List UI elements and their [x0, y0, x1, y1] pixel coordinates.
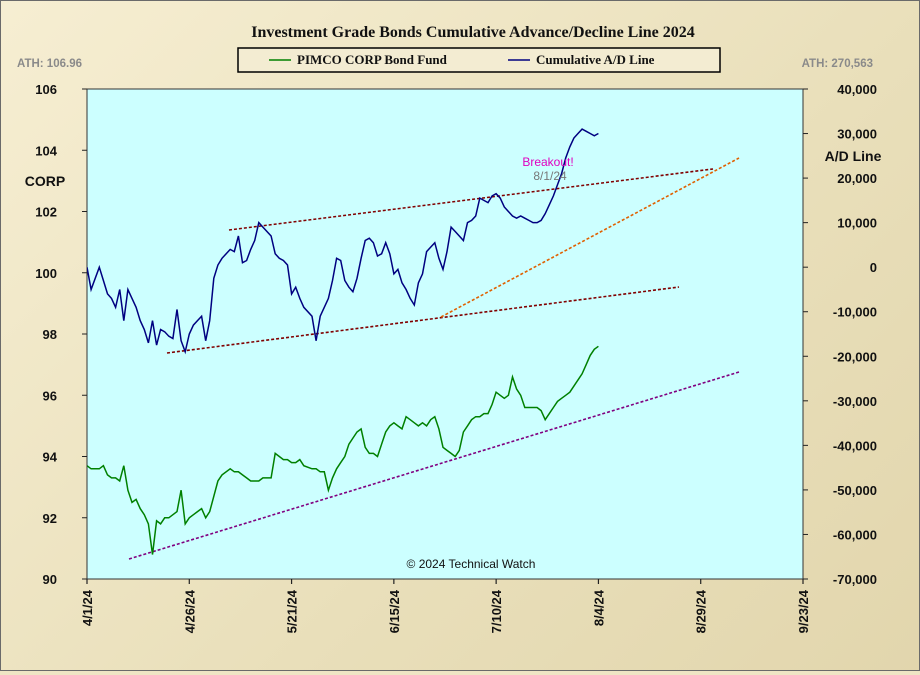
right-axis-tick-label: -10,000	[833, 305, 877, 320]
copyright: © 2024 Technical Watch	[407, 557, 536, 571]
right-axis-tick-label: 0	[870, 260, 877, 275]
left-axis-tick-label: 92	[43, 511, 57, 526]
x-axis-tick-label: 9/23/24	[796, 589, 811, 633]
x-axis-tick-label: 6/15/24	[387, 589, 402, 633]
legend: PIMCO CORP Bond Fund Cumulative A/D Line	[237, 47, 721, 73]
x-axis-tick-label: 8/29/24	[694, 589, 709, 633]
right-axis-tick-label: 10,000	[837, 216, 877, 231]
ath-right-label: ATH: 270,563	[802, 58, 873, 70]
series-line-cumulative-ad	[87, 128, 599, 355]
legend-label-ad: Cumulative A/D Line	[536, 52, 655, 67]
right-axis: -70,000 -60,000 -50,000 -40,000 -30,000 -20,0…	[803, 82, 877, 587]
right-axis-tick-label: -70,000	[833, 572, 877, 587]
series-line-pimco-corp-bond-fund	[87, 345, 599, 555]
pimco-support-trend-line	[128, 371, 740, 560]
left-axis-tick-label: 96	[43, 388, 57, 403]
left-axis-tick-label: 102	[35, 205, 57, 220]
ad-lower-trend-line	[166, 286, 680, 354]
x-axis-tick-label: 7/10/24	[489, 589, 504, 633]
plot-area	[86, 88, 804, 580]
x-axis-tick-label: 8/4/24	[591, 589, 606, 626]
left-axis-tick-label: 98	[43, 327, 57, 342]
legend-label-pimco: PIMCO CORP Bond Fund	[297, 52, 448, 67]
trend-lines	[128, 157, 740, 560]
left-axis: 90 92 94 96 98 100 102 104 106	[35, 82, 87, 587]
x-axis-tick-label: 4/1/24	[80, 589, 95, 626]
right-axis-tick-label: 40,000	[837, 82, 877, 97]
left-axis-tick-label: 94	[43, 450, 58, 465]
right-axis-tick-label: -20,000	[833, 349, 877, 364]
ad-upper-trend-line	[228, 168, 714, 231]
chart-title: Investment Grade Bonds Cumulative Advanc…	[251, 24, 695, 41]
y-right-axis-title: A/D Line	[825, 148, 882, 164]
x-axis: 4/1/24 4/26/24 5/21/24 6/15/24 7/10/24 8/4/24…	[80, 579, 811, 633]
right-axis-tick-label: -30,000	[833, 394, 877, 409]
left-axis-tick-label: 106	[35, 82, 57, 97]
right-axis-tick-label: -50,000	[833, 483, 877, 498]
x-axis-tick-label: 4/26/24	[182, 589, 197, 633]
breakout-trend-line	[440, 157, 740, 318]
left-axis-tick-label: 104	[35, 143, 57, 158]
left-axis-tick-label: 100	[35, 266, 57, 281]
x-axis-tick-label: 5/21/24	[285, 589, 300, 633]
right-axis-tick-label: -60,000	[833, 527, 877, 542]
ath-left-label: ATH: 106.96	[17, 58, 82, 70]
y-left-axis-title: CORP	[25, 173, 65, 189]
right-axis-tick-label: 30,000	[837, 127, 877, 142]
right-axis-tick-label: -40,000	[833, 438, 877, 453]
legend-box	[237, 47, 721, 73]
breakout-annotation: Breakout!	[522, 155, 573, 169]
left-axis-tick-label: 90	[43, 572, 57, 587]
breakout-date-annotation: 8/1/24	[533, 169, 567, 183]
right-axis-tick-label: 20,000	[837, 171, 877, 186]
